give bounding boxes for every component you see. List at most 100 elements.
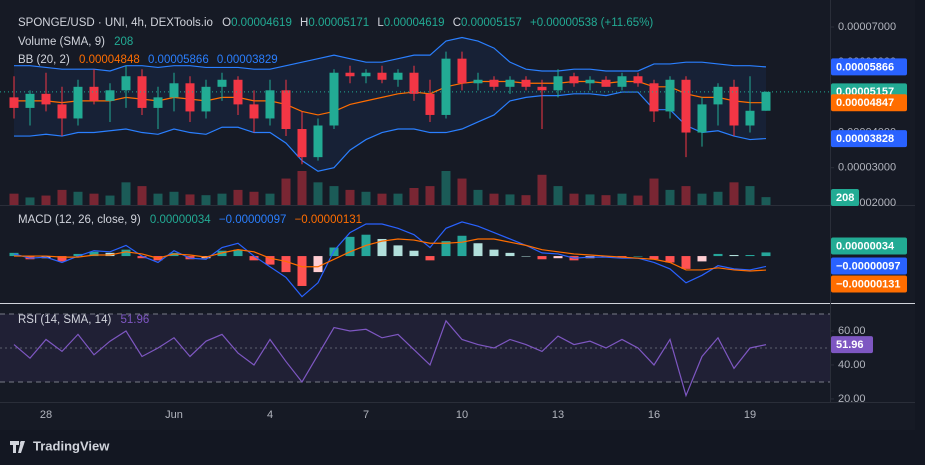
volume-bar bbox=[489, 193, 499, 205]
y-tick-label: 20.00 bbox=[838, 393, 866, 405]
macd-histogram-bar bbox=[89, 251, 99, 257]
volume-bar bbox=[329, 186, 339, 205]
macd-histogram-bar bbox=[265, 256, 275, 265]
macd-histogram-bar bbox=[649, 256, 659, 260]
y-tick-label: 0.00007000 bbox=[838, 21, 896, 33]
macd-histogram-bar bbox=[505, 252, 515, 257]
candle-body bbox=[633, 76, 643, 84]
candle-body bbox=[617, 76, 627, 87]
volume-bar bbox=[201, 195, 211, 205]
candle-body bbox=[585, 79, 595, 84]
ohlc-label: O bbox=[222, 17, 231, 29]
macd-histogram-bar bbox=[457, 235, 467, 257]
volume-bar bbox=[265, 193, 275, 205]
volume-bar bbox=[377, 193, 387, 205]
x-tick-label: 13 bbox=[552, 409, 564, 421]
x-tick-label: Jun bbox=[165, 409, 183, 421]
bb-value: 0.00003829 bbox=[217, 54, 278, 66]
volume-bar bbox=[121, 182, 131, 205]
signal-line bbox=[14, 238, 767, 272]
volume-bar bbox=[537, 174, 547, 205]
price-badge-label: 0.00003828 bbox=[836, 133, 894, 145]
x-tick-label: 16 bbox=[648, 409, 660, 421]
legend-row: Volume (SMA, 9) 208 bbox=[18, 36, 133, 48]
macd-histogram-bar bbox=[409, 250, 419, 257]
volume-bar bbox=[73, 191, 83, 205]
candle-body bbox=[425, 93, 435, 115]
x-tick-label: 4 bbox=[267, 409, 273, 421]
volume-bar bbox=[41, 195, 51, 205]
macd-value: 0.00000034 bbox=[150, 214, 211, 226]
candle-body bbox=[441, 58, 451, 115]
macd-histogram-bar bbox=[73, 253, 83, 257]
candle-body bbox=[73, 86, 83, 119]
volume-bar bbox=[361, 191, 371, 205]
candle-body bbox=[137, 76, 147, 108]
brand: TradingView bbox=[10, 438, 110, 453]
volume-bar bbox=[649, 178, 659, 205]
candle-body bbox=[569, 76, 579, 84]
candle-body bbox=[57, 104, 67, 119]
volume-bar bbox=[153, 193, 163, 205]
macd-histogram-bar bbox=[281, 256, 291, 273]
ohlc-label: H bbox=[300, 17, 308, 29]
x-tick-label: 10 bbox=[456, 409, 468, 421]
volume-bar bbox=[345, 189, 355, 205]
macd-histogram-bar bbox=[249, 256, 259, 261]
candle-body bbox=[745, 110, 755, 126]
rsi-badge bbox=[831, 336, 873, 354]
candle-body bbox=[105, 90, 115, 101]
volume-bar bbox=[25, 197, 35, 205]
candle-body bbox=[41, 93, 51, 105]
candle-body bbox=[169, 83, 179, 98]
macd-histogram-bar bbox=[425, 256, 435, 261]
symbol-title: SPONGE/USD · UNI, 4h, DEXTools.io bbox=[18, 17, 213, 29]
volume-bar bbox=[89, 193, 99, 205]
volume-bar bbox=[729, 182, 739, 205]
macd-title: MACD (12, 26, close, 9) bbox=[18, 214, 141, 226]
candle-body bbox=[393, 72, 403, 80]
macd-histogram-bar bbox=[313, 256, 323, 273]
price-badge-label: 0.00004847 bbox=[836, 97, 894, 109]
macd-histogram-bar bbox=[697, 256, 707, 262]
volume-bar bbox=[553, 186, 563, 205]
volume-bar bbox=[441, 171, 451, 205]
bb-fill bbox=[14, 37, 766, 172]
macd-histogram-bar bbox=[713, 253, 723, 257]
volume-bar bbox=[281, 178, 291, 205]
ohlc-label: L bbox=[377, 17, 384, 29]
macd-histogram-bar bbox=[553, 256, 563, 259]
volume-bar bbox=[185, 194, 195, 205]
macd-histogram-bar bbox=[761, 252, 771, 257]
macd-histogram-bar bbox=[537, 256, 547, 260]
volume-bar bbox=[217, 193, 227, 205]
volume-bar bbox=[585, 194, 595, 205]
candle-body bbox=[201, 86, 211, 112]
candle-body bbox=[9, 97, 19, 108]
candle-body bbox=[217, 79, 227, 87]
candle-body bbox=[89, 86, 99, 101]
macd-histogram-bar bbox=[665, 256, 675, 263]
candle-body bbox=[505, 79, 515, 87]
candle-body bbox=[665, 79, 675, 112]
legend-row: RSI (14, SMA, 14) 51.96 bbox=[18, 314, 149, 326]
candle-body bbox=[233, 79, 243, 105]
volume-bar bbox=[105, 195, 115, 205]
candle-body bbox=[761, 91, 771, 111]
change: +0.00000538 (+11.65%) bbox=[530, 17, 653, 29]
ohlc-value: 0.00005171 bbox=[308, 17, 369, 29]
price-badge bbox=[831, 94, 907, 112]
candle-body bbox=[537, 86, 547, 91]
macd-histogram-bar bbox=[393, 245, 403, 257]
volume-bar bbox=[249, 191, 259, 205]
volume-bar bbox=[457, 178, 467, 205]
candle-body bbox=[345, 72, 355, 77]
macd-histogram-bar bbox=[377, 238, 387, 257]
candle-body bbox=[121, 76, 131, 91]
legend: SPONGE/USD · UNI, 4h, DEXTools.io O 0.000… bbox=[18, 17, 653, 326]
macd-value: −0.00000097 bbox=[219, 214, 286, 226]
rsi-line bbox=[13, 319, 767, 398]
candle-body bbox=[729, 86, 739, 126]
